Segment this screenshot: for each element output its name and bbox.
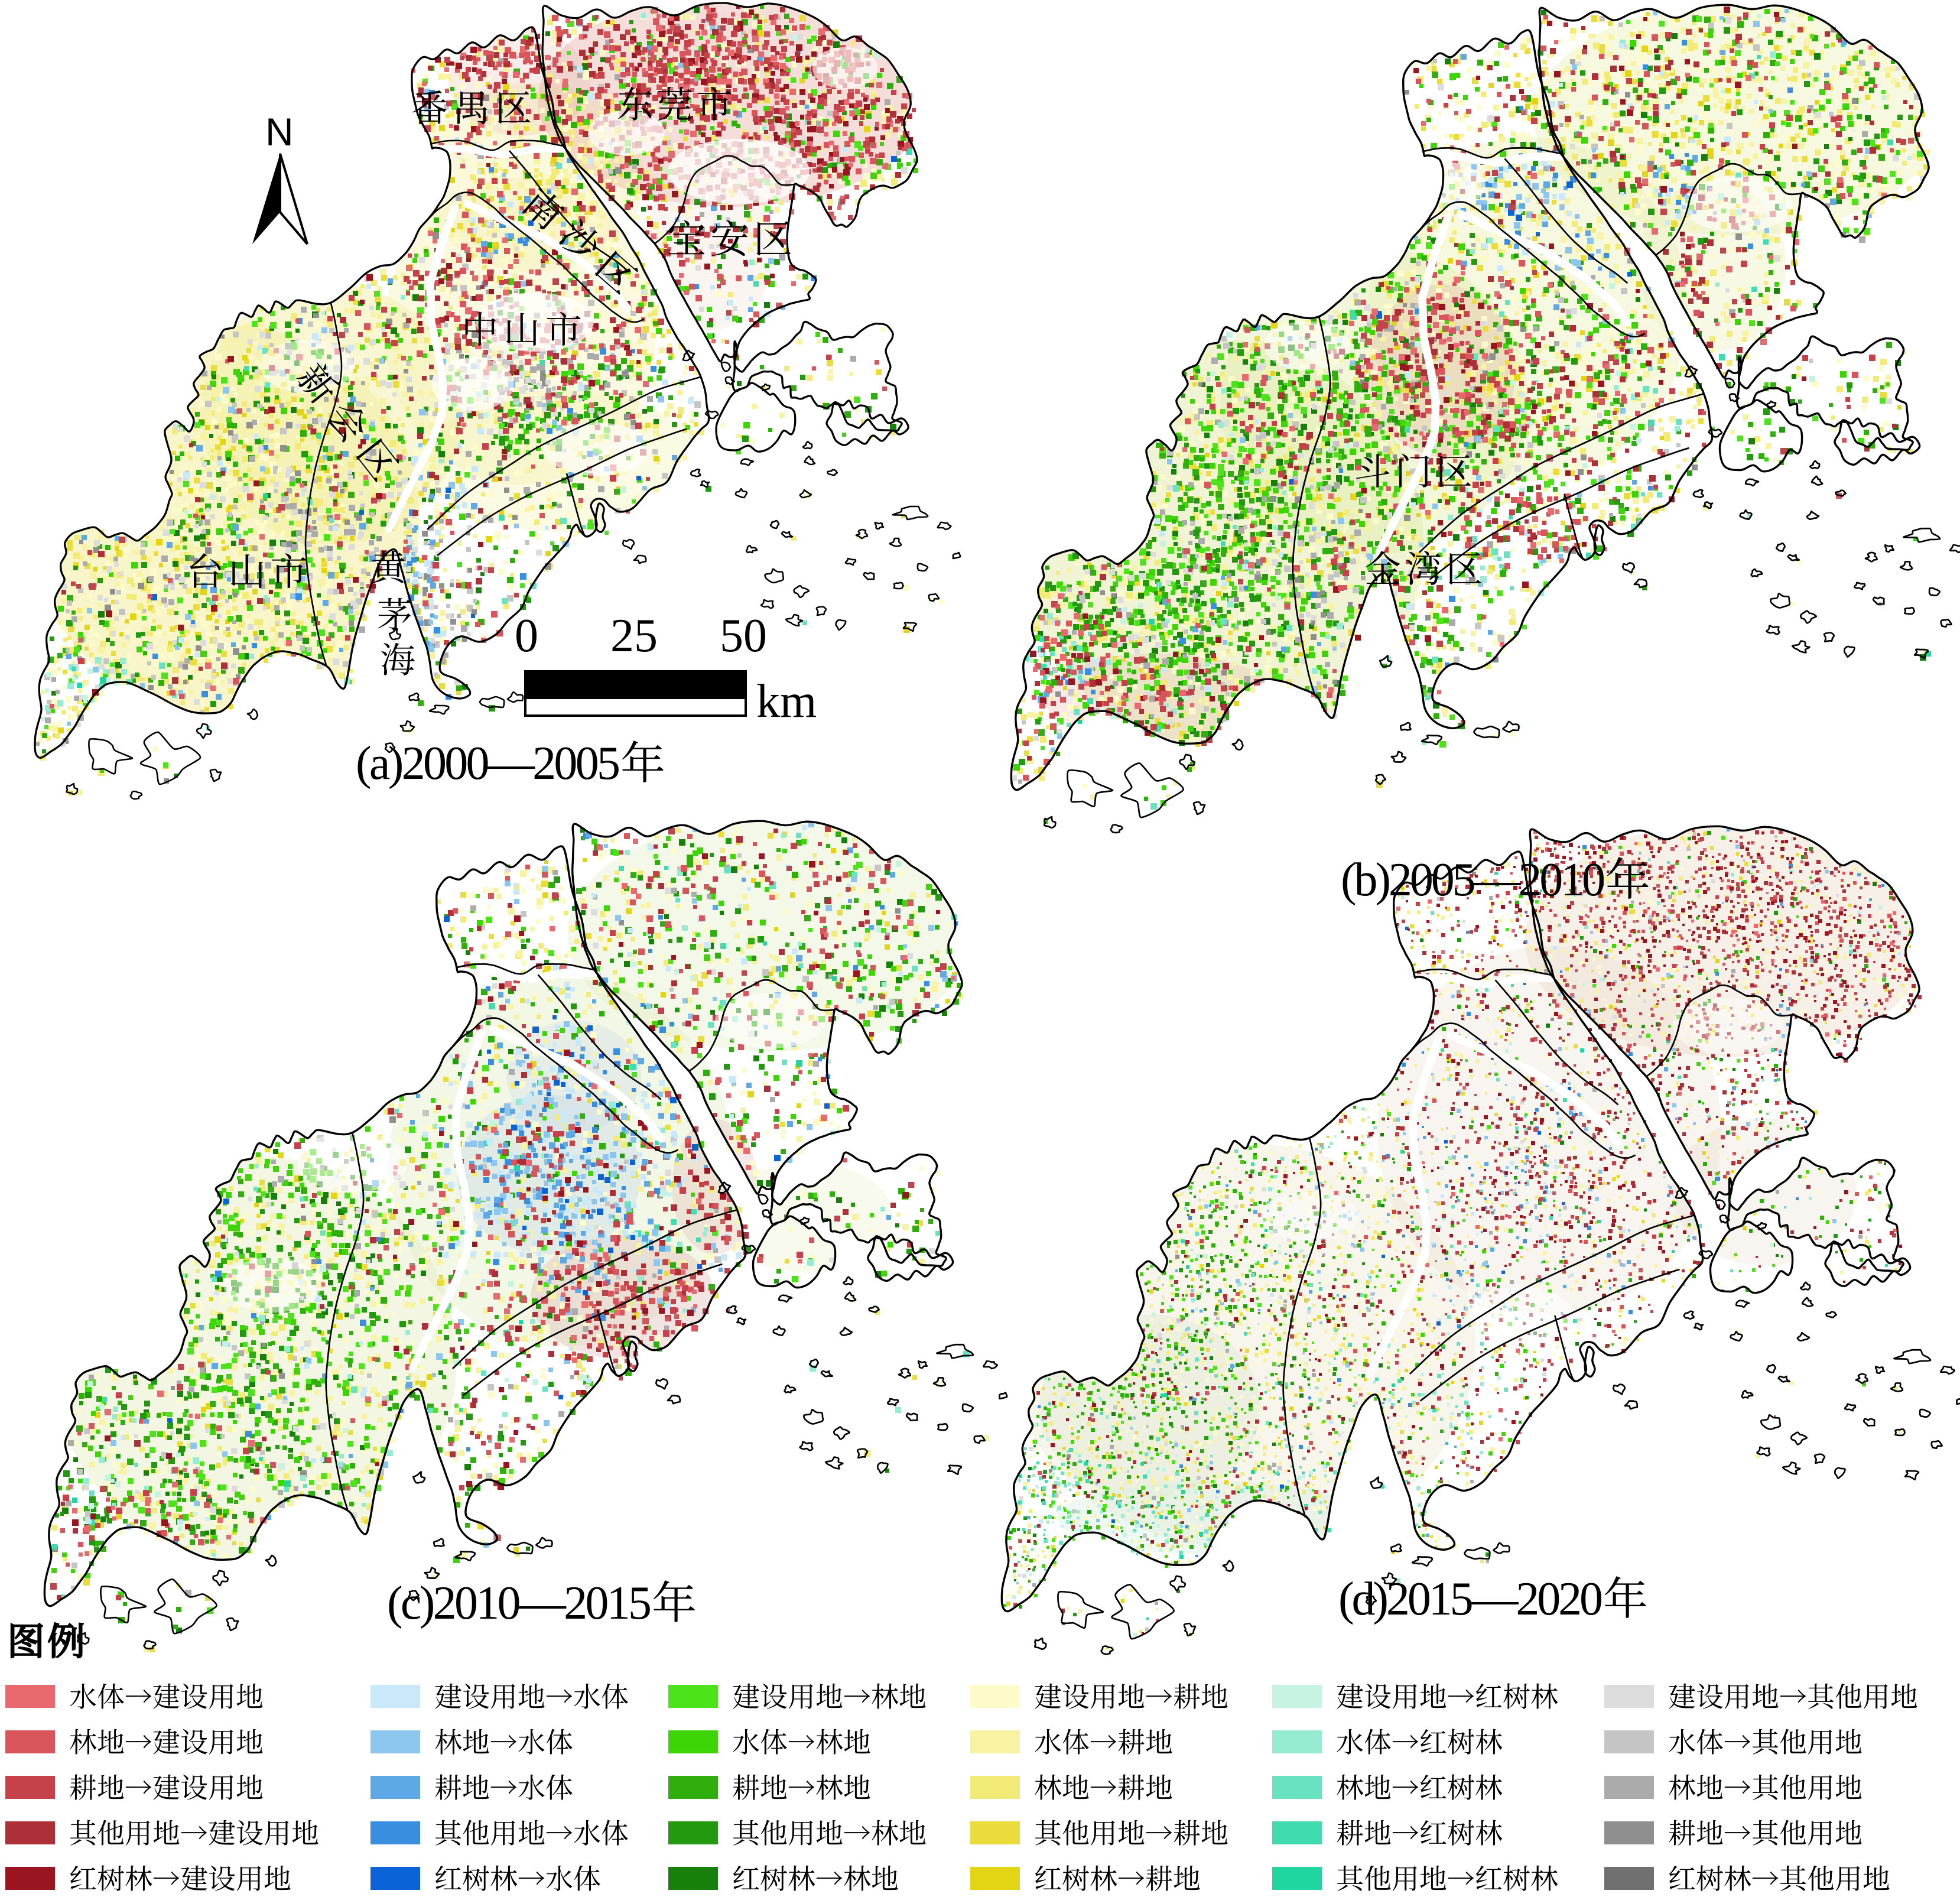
svg-text:km: km bbox=[756, 675, 817, 727]
svg-text:(a)2000—2005: (a)2000—2005 bbox=[356, 738, 620, 790]
svg-text:0: 0 bbox=[515, 610, 538, 662]
svg-text:(b)2005—2010: (b)2005—2010 bbox=[1341, 854, 1605, 906]
svg-text:25: 25 bbox=[610, 610, 658, 662]
svg-text:50: 50 bbox=[720, 610, 767, 662]
svg-text:(c)2010—2015: (c)2010—2015 bbox=[387, 1577, 652, 1629]
svg-text:N: N bbox=[265, 110, 294, 154]
svg-text:(d)2015—2020: (d)2015—2020 bbox=[1338, 1573, 1603, 1625]
